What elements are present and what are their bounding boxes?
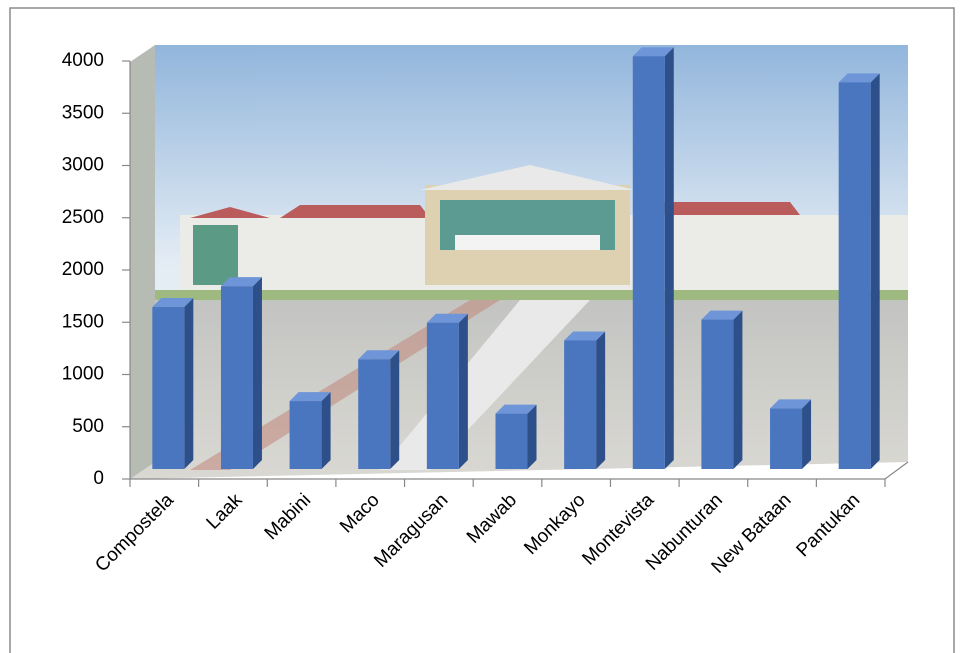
bar-top [770, 399, 812, 409]
bar [220, 286, 253, 469]
bar-side [664, 47, 674, 469]
bar-top [564, 331, 606, 341]
bar-top [152, 298, 194, 308]
bar-top [495, 404, 537, 414]
bar-side [733, 310, 743, 469]
bar [289, 401, 322, 469]
bar-top [632, 47, 674, 57]
y-tick-label: 3000 [62, 155, 104, 176]
bar [426, 322, 459, 469]
bar-top [289, 392, 331, 402]
bar-side [527, 404, 537, 469]
y-tick-label: 500 [72, 416, 104, 437]
bar-top [220, 277, 262, 287]
bar [495, 413, 528, 469]
bar [770, 408, 803, 469]
bar [152, 307, 185, 469]
bar [632, 56, 665, 469]
y-tick-label: 0 [93, 468, 104, 489]
y-tick-label: 2000 [62, 259, 104, 280]
bar [358, 359, 391, 469]
bar-side [252, 277, 262, 469]
bar [838, 82, 871, 469]
y-tick-label: 1000 [62, 364, 104, 385]
bar-side [596, 331, 606, 469]
bar-top [838, 73, 880, 83]
y-tick-label: 2500 [62, 207, 104, 228]
bar-side [802, 399, 812, 469]
bar-side [184, 298, 194, 469]
x-axis-depth [884, 461, 909, 480]
bar-top [358, 350, 400, 360]
y-tick-label: 4000 [62, 50, 104, 71]
bar-top [701, 310, 743, 320]
bar-side [321, 392, 331, 469]
bar-side [870, 73, 880, 469]
y-tick-label: 3500 [62, 102, 104, 123]
bar [701, 319, 734, 469]
bar-side [390, 350, 400, 469]
bar-side [458, 313, 468, 469]
bar [564, 340, 597, 469]
bar-top [426, 313, 468, 323]
y-tick-label: 1500 [62, 311, 104, 332]
